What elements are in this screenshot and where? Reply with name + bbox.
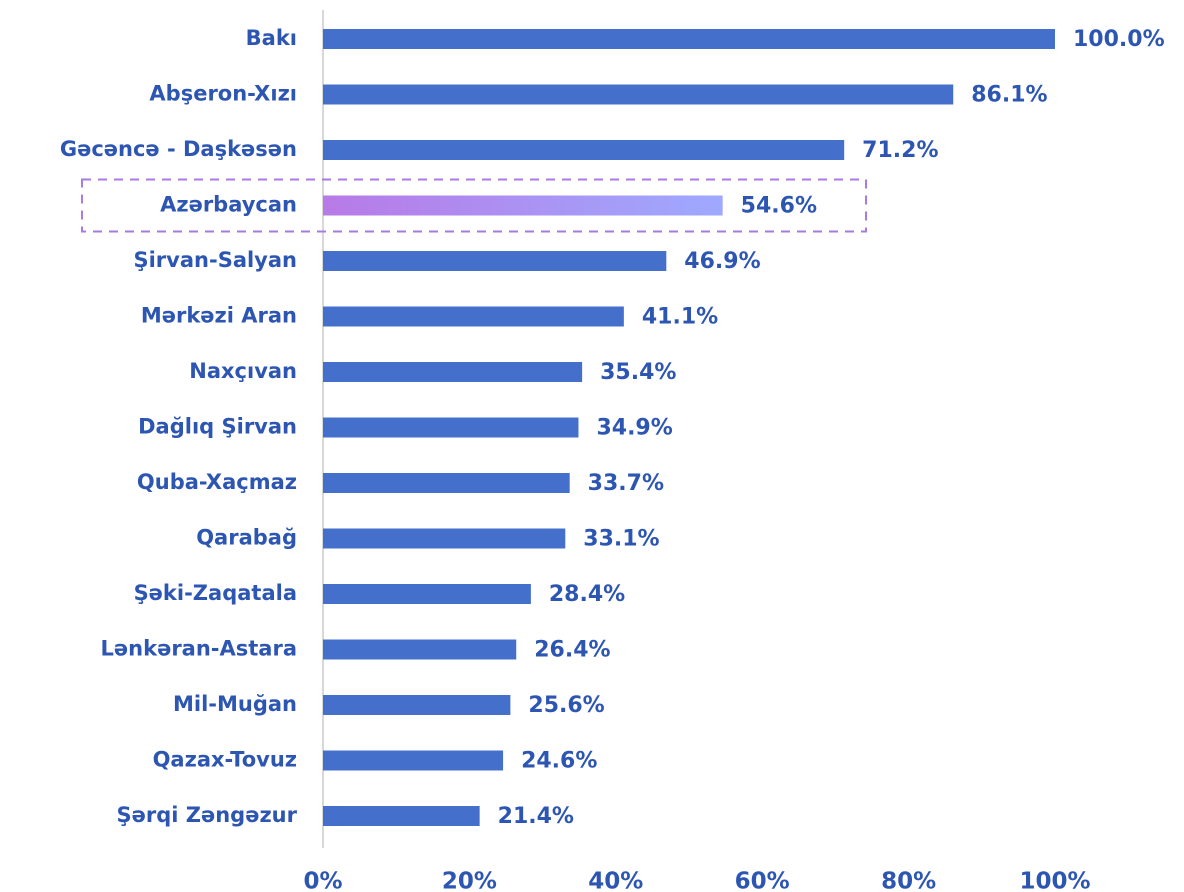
x-tick-label: 20% bbox=[442, 869, 497, 892]
x-tick-label: 40% bbox=[588, 869, 643, 892]
y-tick-label: Lənkəran-Astara bbox=[101, 637, 297, 661]
bar bbox=[323, 195, 723, 216]
bar bbox=[323, 251, 667, 271]
value-label: 33.7% bbox=[588, 471, 664, 496]
bar bbox=[323, 806, 480, 826]
y-tick-label: Gəcəncə - Daşkəsən bbox=[60, 137, 297, 161]
bar bbox=[323, 639, 517, 660]
value-label: 33.1% bbox=[583, 527, 659, 552]
bar bbox=[323, 306, 624, 327]
value-label: 100.0% bbox=[1073, 27, 1165, 52]
y-tick-label: Qarabağ bbox=[196, 526, 297, 550]
y-tick-label: Qazax-Tovuz bbox=[153, 748, 297, 772]
value-label: 25.6% bbox=[528, 693, 604, 718]
bar bbox=[323, 140, 845, 160]
highlight-box bbox=[81, 178, 867, 233]
value-label: 24.6% bbox=[521, 749, 597, 774]
y-tick-label: Bakı bbox=[246, 26, 297, 50]
value-label: 41.1% bbox=[642, 305, 718, 330]
value-label: 21.4% bbox=[498, 804, 574, 829]
y-tick-label: Şəki-Zaqatala bbox=[134, 581, 297, 605]
y-tick-label: Mil-Muğan bbox=[173, 692, 297, 716]
x-tick-label: 100% bbox=[1019, 869, 1090, 892]
value-label: 26.4% bbox=[534, 638, 610, 663]
bar bbox=[323, 695, 511, 715]
bar bbox=[323, 584, 531, 604]
bar bbox=[323, 528, 566, 549]
bar bbox=[323, 29, 1055, 49]
value-label: 71.2% bbox=[862, 138, 938, 163]
y-tick-label: Şirvan-Salyan bbox=[133, 248, 297, 272]
y-tick-label: Mərkəzi Aran bbox=[141, 304, 297, 328]
y-tick-label: Dağlıq Şirvan bbox=[138, 415, 297, 439]
bar bbox=[323, 417, 579, 438]
bar bbox=[323, 362, 583, 382]
bar bbox=[323, 84, 954, 105]
value-label: 28.4% bbox=[549, 582, 625, 607]
bar bbox=[323, 473, 570, 493]
y-tick-label: Naxçıvan bbox=[189, 359, 297, 383]
x-tick-label: 60% bbox=[735, 869, 790, 892]
y-tick-label: Azərbaycan bbox=[160, 193, 297, 217]
x-tick-label: 0% bbox=[303, 869, 342, 892]
y-tick-label: Quba-Xaçmaz bbox=[137, 470, 297, 494]
y-tick-label: Şərqi Zəngəzur bbox=[117, 803, 298, 827]
x-tick-label: 80% bbox=[881, 869, 936, 892]
value-label: 35.4% bbox=[600, 360, 676, 385]
bar bbox=[323, 750, 504, 771]
value-label: 86.1% bbox=[971, 83, 1047, 108]
y-tick-label: Abşeron-Xızı bbox=[149, 82, 297, 106]
value-label: 46.9% bbox=[684, 249, 760, 274]
value-label: 34.9% bbox=[596, 416, 672, 441]
value-label: 54.6% bbox=[741, 194, 817, 219]
